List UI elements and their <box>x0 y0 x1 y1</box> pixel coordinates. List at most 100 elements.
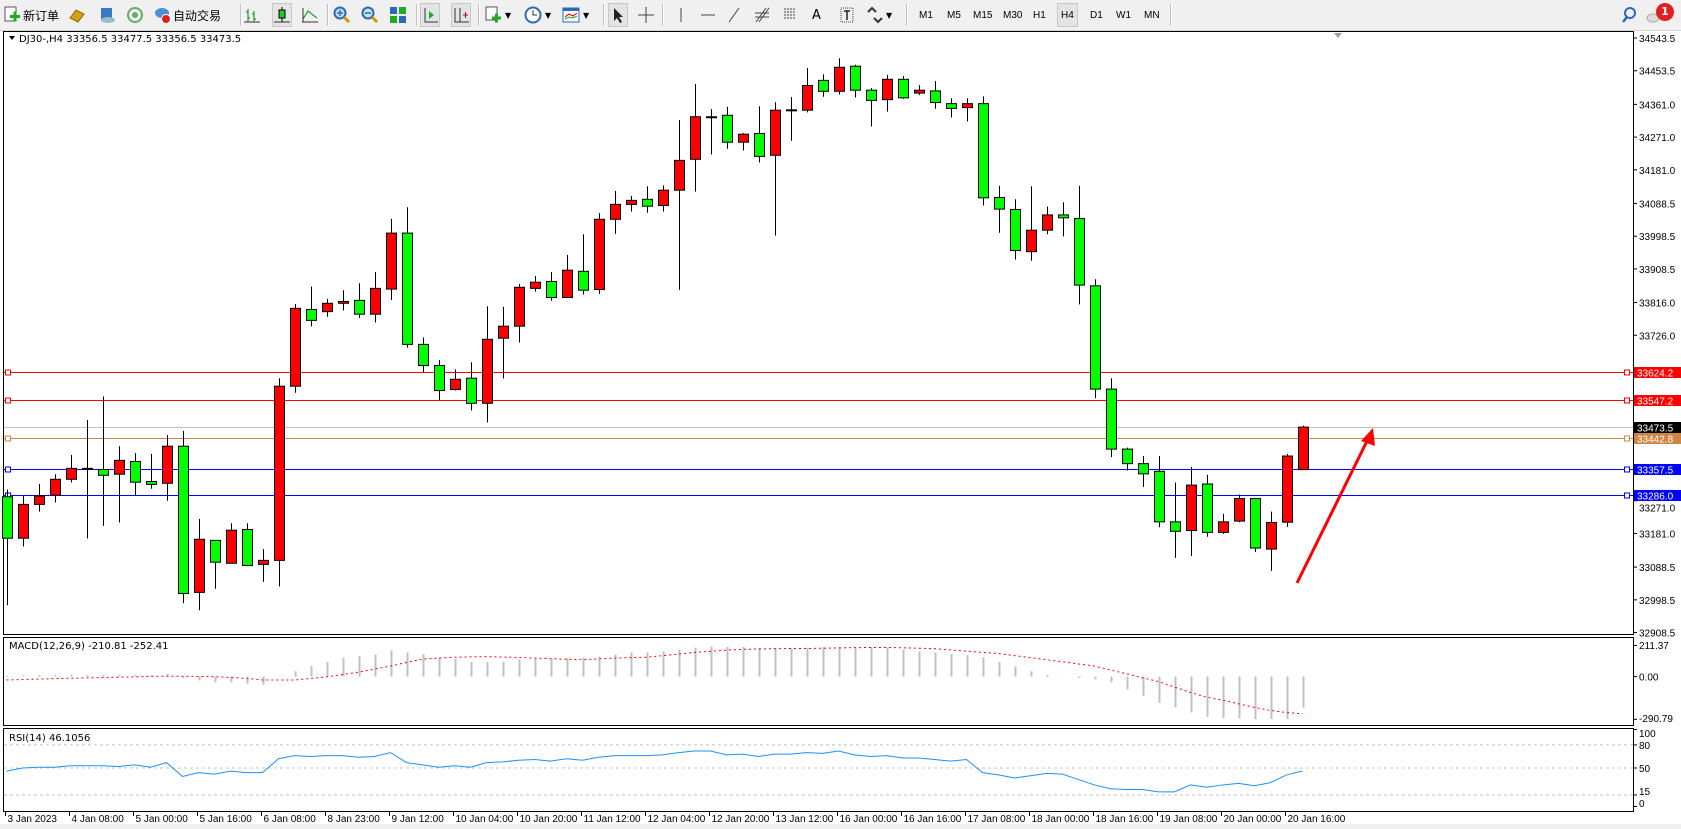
timeframe-h4[interactable]: H4 <box>1057 3 1078 27</box>
level-price-label: 33357.5 <box>1637 466 1674 477</box>
candle <box>434 360 445 401</box>
crosshair-button[interactable] <box>637 3 655 27</box>
signal-button[interactable] <box>126 3 144 27</box>
candle-body <box>754 132 765 157</box>
candle <box>546 272 557 301</box>
level-price-tag <box>1634 395 1681 406</box>
candle <box>418 337 429 373</box>
candle-body <box>2 496 13 539</box>
horizontal-line-button[interactable] <box>699 3 717 27</box>
price-axis-label: 33271.0 <box>1639 504 1676 515</box>
chart-background <box>0 31 1681 829</box>
rsi-axis-label: 50 <box>1639 764 1651 775</box>
candle <box>2 489 13 606</box>
time-axis-label: 12 Jan 04:00 <box>648 814 706 825</box>
new-order-button[interactable]: 新订单 <box>3 3 59 27</box>
tile-windows-button[interactable] <box>389 3 407 27</box>
candle-body <box>946 103 957 109</box>
candle-body <box>130 460 141 483</box>
new-order-icon <box>3 6 21 24</box>
gold-button[interactable] <box>68 3 86 27</box>
separator <box>416 4 418 26</box>
candle-body <box>770 109 781 156</box>
level-price-label: 33473.5 <box>1637 424 1674 435</box>
timeframe-d1[interactable]: D1 <box>1090 9 1103 21</box>
candle-body <box>722 114 733 143</box>
candle-body <box>658 189 669 206</box>
candle-body <box>642 198 653 207</box>
chevron-down-icon <box>9 36 15 40</box>
bar-chart-icon <box>243 6 261 24</box>
timeframe-h1[interactable]: H1 <box>1033 9 1046 21</box>
candle-body <box>786 109 797 112</box>
candle <box>1026 186 1037 261</box>
arrows-icon <box>865 6 883 24</box>
new-chart-icon <box>484 6 502 24</box>
candle <box>994 185 1005 233</box>
candle <box>338 290 349 311</box>
fibonacci-button[interactable] <box>753 3 771 27</box>
line-chart-icon <box>301 6 319 24</box>
arrows-button[interactable]: ▼ <box>865 3 892 27</box>
level-anchor-handle <box>1624 435 1630 442</box>
separator <box>603 4 605 26</box>
cursor-button[interactable] <box>608 3 628 27</box>
chart-shift-icon <box>452 6 470 24</box>
candle-body <box>994 196 1005 210</box>
timeframe-m15[interactable]: M15 <box>973 9 993 21</box>
candle-body <box>546 280 557 298</box>
fibonacci-icon <box>753 6 771 24</box>
level-price-tag <box>1634 422 1681 433</box>
candle <box>354 283 365 318</box>
time-axis-label: 6 Jan 08:00 <box>264 814 317 825</box>
candle-body <box>338 300 349 304</box>
candle-body <box>706 116 717 119</box>
horizontal-line-icon <box>699 6 717 24</box>
candle <box>482 306 493 423</box>
toolbar: 新订单 自动交易 ▼ ▼ ▼ A ▼ M1 M5 M15 M30 H1 H4 D1 W1 MN … <box>0 0 1681 31</box>
new-chart-button[interactable]: ▼ <box>484 3 511 27</box>
candle <box>1234 494 1245 523</box>
time-axis-label: 8 Jan 23:00 <box>328 814 381 825</box>
vertical-line-button[interactable] <box>672 3 690 27</box>
timeframe-w1[interactable]: W1 <box>1116 9 1131 21</box>
text-label-button[interactable] <box>838 3 856 27</box>
candle <box>242 523 253 566</box>
candle <box>1250 498 1261 553</box>
time-axis-label: 4 Jan 08:00 <box>72 814 125 825</box>
chart-shift-button[interactable] <box>451 3 471 27</box>
time-axis-label: 5 Jan 00:00 <box>136 814 189 825</box>
price-axis-label: 34088.5 <box>1639 199 1676 210</box>
candle <box>194 518 205 611</box>
templates-button[interactable]: ▼ <box>562 3 589 27</box>
rsi-axis-label: 0 <box>1639 799 1645 810</box>
line-chart-button[interactable] <box>301 3 319 27</box>
zoom-out-button[interactable] <box>361 3 379 27</box>
auto-scroll-button[interactable] <box>420 3 440 27</box>
fibonacci-fan-button[interactable] <box>781 3 799 27</box>
level-anchor-handle <box>1624 466 1630 473</box>
candle-body <box>1058 214 1069 219</box>
timeframe-m5[interactable]: M5 <box>947 9 961 21</box>
candle <box>978 96 989 206</box>
trendline-button[interactable] <box>725 3 743 27</box>
timeframe-m1[interactable]: M1 <box>919 9 933 21</box>
chart-header: DJ30-,H4 33356.5 33477.5 33356.5 33473.5 <box>19 34 241 45</box>
text-button[interactable]: A <box>812 3 821 27</box>
candle-body <box>98 468 109 476</box>
history-button[interactable] <box>98 3 116 27</box>
price-axis-label: 33998.5 <box>1639 232 1676 243</box>
candle <box>802 68 813 113</box>
search-button[interactable] <box>1620 3 1638 27</box>
zoom-in-button[interactable] <box>333 3 351 27</box>
timeframe-mn[interactable]: MN <box>1144 9 1160 21</box>
periods-button[interactable]: ▼ <box>524 3 551 27</box>
candlestick-button[interactable] <box>272 3 292 27</box>
candle <box>498 306 509 379</box>
candle-body <box>914 89 925 94</box>
bar-chart-button[interactable] <box>243 3 261 27</box>
timeframe-m30[interactable]: M30 <box>1003 9 1023 21</box>
candle-body <box>1282 455 1293 523</box>
auto-trading-button[interactable]: 自动交易 <box>153 3 221 27</box>
